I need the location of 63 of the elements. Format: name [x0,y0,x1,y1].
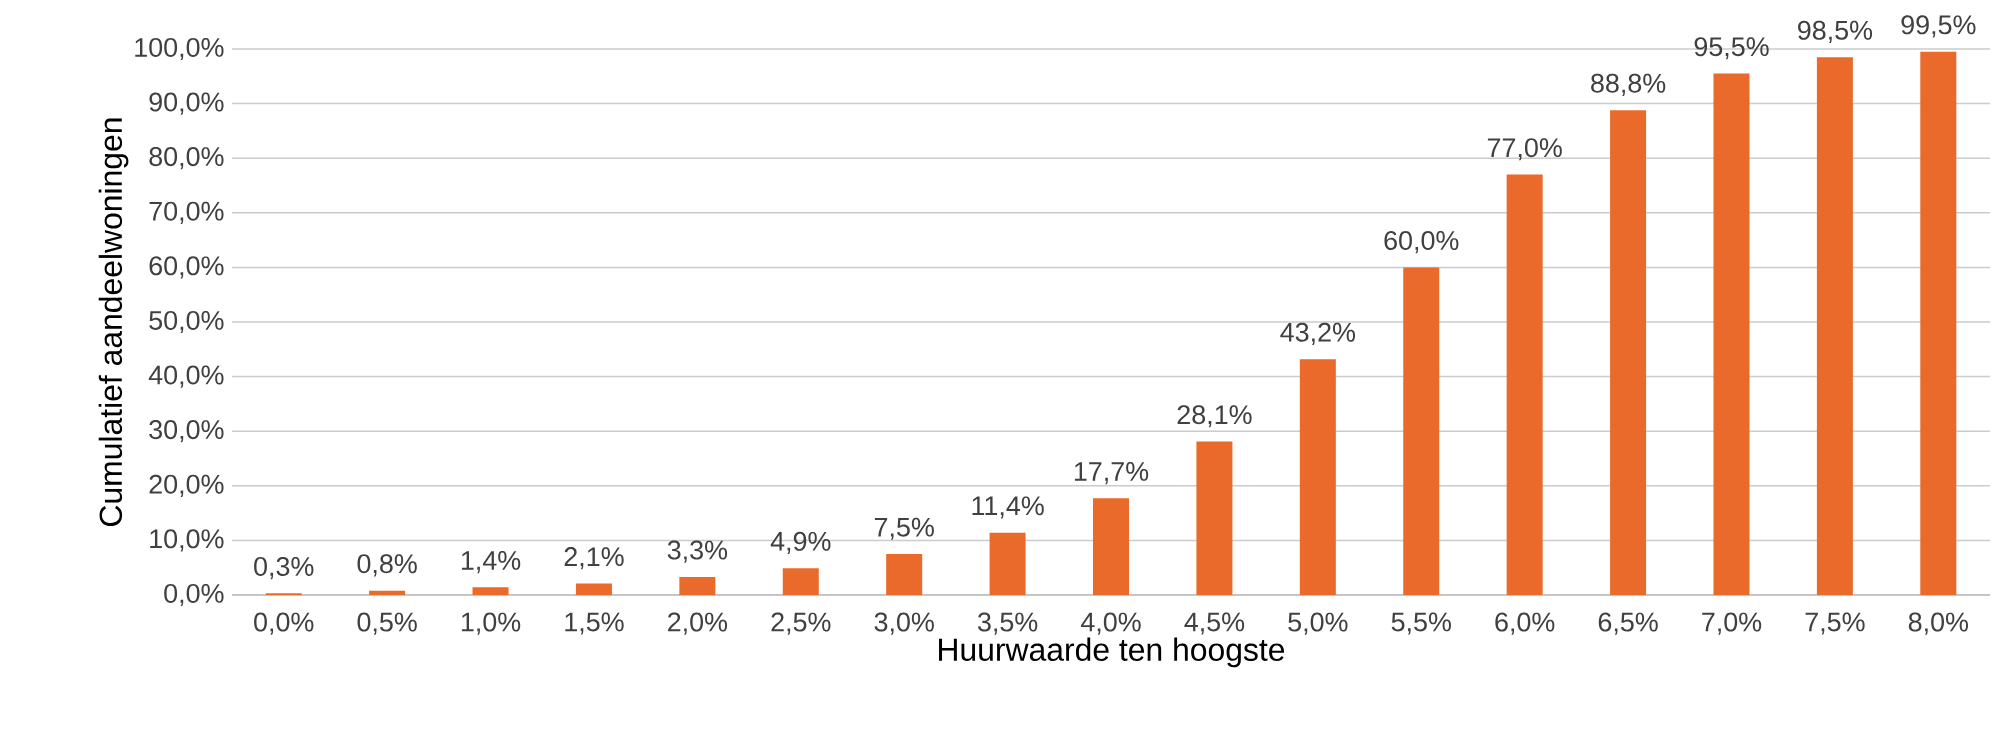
y-tick-label: 70,0% [149,201,224,224]
x-tick-label: 3,0% [874,612,934,635]
x-tick-label: 2,5% [771,612,831,635]
x-tick-label: 6,5% [1598,612,1658,635]
y-tick-label: 40,0% [148,365,224,388]
bar [1403,267,1440,595]
y-tick-label: 100,0% [135,37,224,61]
data-label: 98,5% [1798,20,1873,43]
x-tick-label: 3,5% [977,612,1038,635]
x-tick-label: 2,0% [668,612,728,635]
bar [1816,57,1853,595]
bar [575,583,612,595]
data-label: 3,3% [667,540,728,563]
y-tick-label: 80,0% [149,147,224,170]
data-label: 4,9% [770,531,831,555]
bar [1713,73,1750,595]
data-label: 0,3% [254,556,314,580]
y-tick-label: 10,0% [150,529,224,552]
bar [782,568,819,595]
data-label: 11,4% [972,496,1044,519]
bar [679,576,716,595]
data-label: 95,5% [1694,37,1769,60]
y-tick-label: 90,0% [149,92,224,115]
x-tick-label: 4,5% [1184,612,1245,635]
y-tick-label: 60,0% [149,256,224,279]
data-label: 2,1% [564,547,624,570]
data-label: 88,8% [1591,73,1666,96]
y-tick-label: 30,0% [149,420,224,443]
data-label: 0,8% [357,554,417,577]
y-tick-label: 50,0% [149,310,224,334]
data-label: 7,5% [874,517,934,540]
data-label: 77,0% [1487,138,1562,161]
bar [1610,110,1647,595]
bar [472,587,509,595]
y-tick-label: 20,0% [149,474,224,497]
data-label: 99,5% [1901,15,1976,38]
bar [369,590,406,595]
x-tick-label: 7,0% [1702,612,1762,635]
x-tick-label: 1,0% [461,612,521,635]
data-label: 60,0% [1384,230,1459,254]
bar [1299,359,1336,595]
y-axis-title: Cumulatief aandeelwoningen [98,118,129,526]
bar [989,532,1026,595]
data-label: 43,2% [1280,322,1356,345]
bar [1093,498,1130,595]
x-axis-title: Huurwaarde ten hoogste [939,637,1285,668]
data-label: 28,1% [1177,405,1252,428]
x-tick-label: 7,5% [1805,612,1865,635]
data-label: 1,4% [461,551,521,574]
x-tick-label: 5,0% [1288,612,1348,635]
x-tick-label: 5,5% [1391,612,1451,635]
bar [886,554,923,595]
bar [1196,441,1233,595]
x-tick-label: 6,0% [1495,612,1555,635]
bar [1506,174,1543,595]
y-tick-label: 0,0% [164,583,224,607]
bar [1920,51,1957,595]
x-tick-label: 0,5% [357,612,417,635]
x-tick-label: 1,5% [565,612,624,635]
x-tick-label: 8,0% [1908,612,1969,635]
x-tick-label: 0,0% [254,612,314,635]
data-label: 17,7% [1074,462,1149,485]
x-tick-label: 4,0% [1080,612,1141,635]
